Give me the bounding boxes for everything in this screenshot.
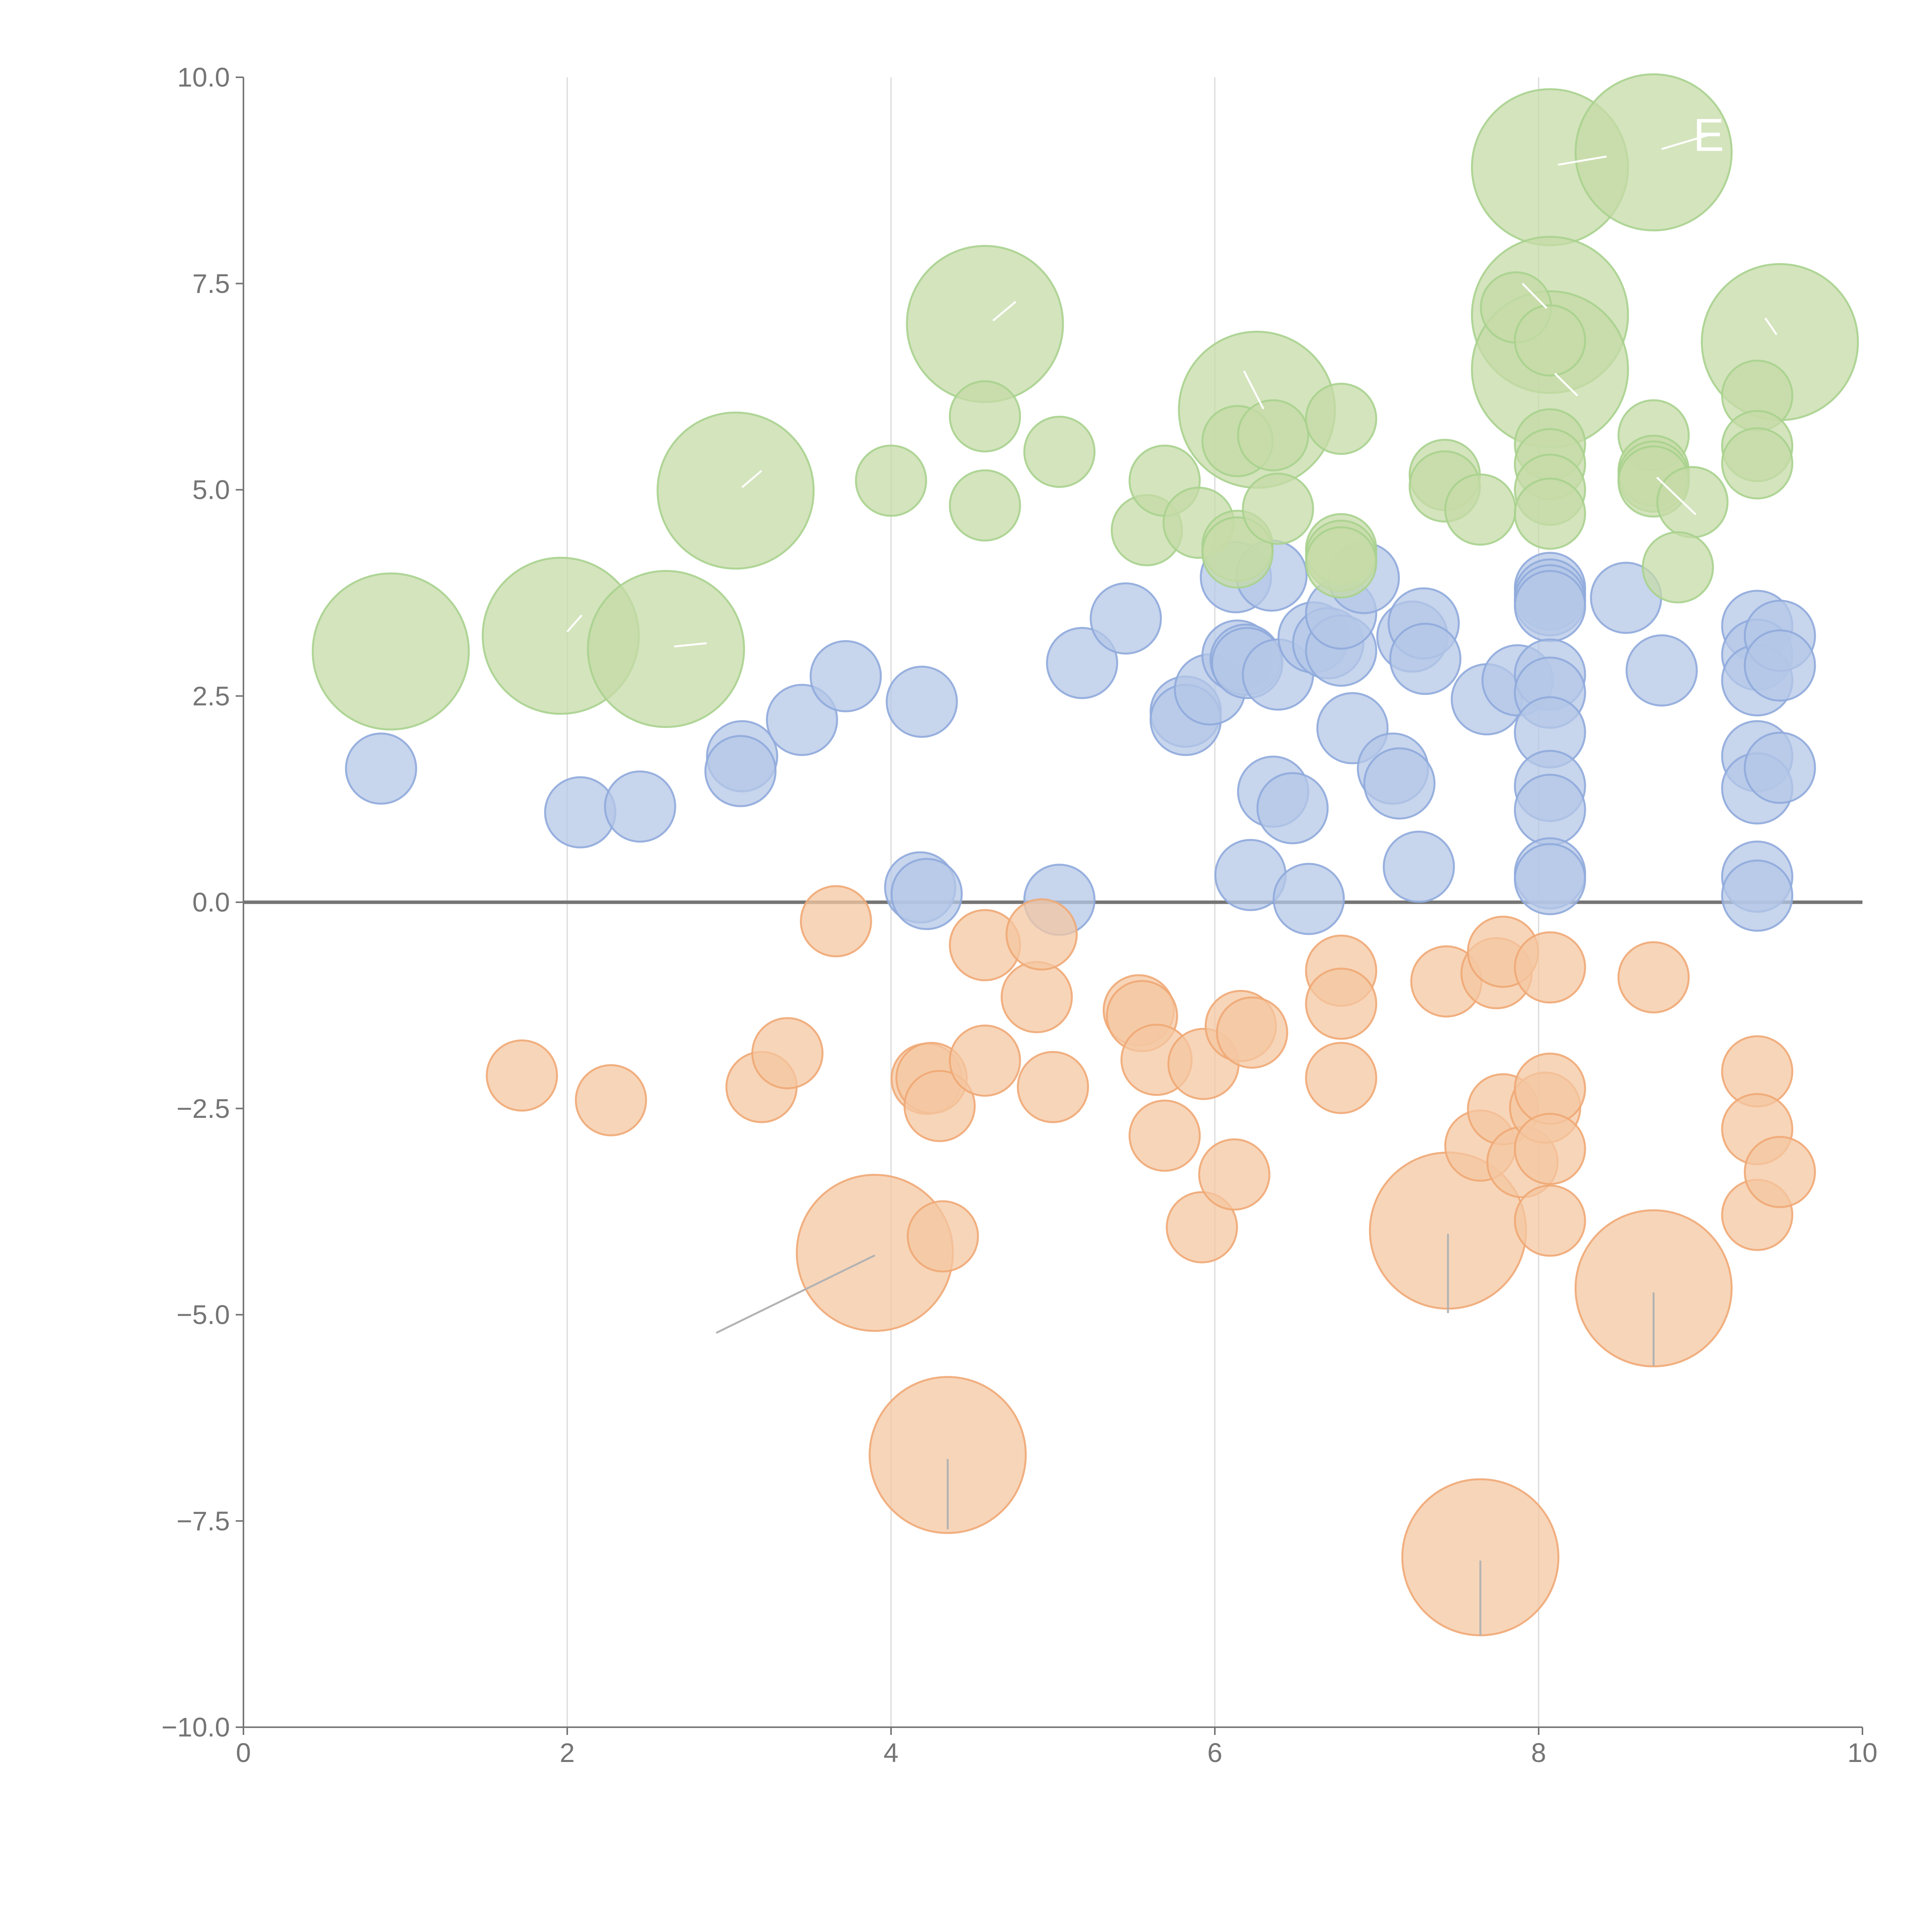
bubble-blue: [604, 770, 676, 843]
bubble-orange: [1514, 1184, 1586, 1257]
bubble-blue: [1743, 629, 1816, 702]
bubble-orange: [575, 1064, 647, 1136]
bubble-orange: [1166, 1191, 1238, 1264]
series-green: [311, 73, 1859, 731]
bubble-green: [1242, 473, 1314, 545]
bubble-green: [1514, 304, 1586, 377]
bubble-green: [1023, 415, 1096, 488]
series-orange: [486, 885, 1816, 1636]
y-tick-label: −5.0: [177, 1300, 230, 1330]
bubble-green: [855, 444, 927, 517]
annotation-label: E: [1693, 109, 1724, 161]
bubble-blue: [1514, 570, 1586, 642]
annotation-leader: [566, 614, 583, 633]
annotation-leader: [1243, 370, 1264, 410]
bubble-orange: [903, 1070, 976, 1142]
annotation-leader: [741, 470, 762, 488]
bubble-orange: [1574, 1209, 1733, 1367]
bubble-green: [1721, 427, 1794, 500]
bubble-blue: [1721, 859, 1794, 932]
bubble-green: [1444, 473, 1517, 546]
bubble-green: [949, 469, 1021, 542]
annotation-leader: [1522, 282, 1548, 309]
bubble-blue: [1514, 774, 1586, 846]
bubble-orange: [1617, 941, 1690, 1014]
annotation-leader: [1558, 155, 1607, 166]
annotation-leader: [1554, 372, 1578, 396]
annotation-leader: [992, 301, 1017, 321]
bubble-blue: [1046, 627, 1118, 699]
bubble-orange: [1005, 898, 1078, 971]
bubble-green: [587, 570, 745, 728]
y-tick-label: −7.5: [177, 1506, 230, 1536]
bubble-orange: [1305, 1042, 1378, 1114]
bubble-green: [1514, 478, 1586, 550]
bubble-blue: [345, 732, 417, 805]
y-tick-label: −10.0: [162, 1712, 230, 1742]
bubble-orange: [1000, 961, 1073, 1033]
x-tick-label: 4: [884, 1738, 899, 1768]
bubble-orange: [1514, 931, 1586, 1004]
x-tick-label: 6: [1208, 1738, 1223, 1768]
x-tick-label: 10: [1847, 1738, 1878, 1768]
bubble-orange: [800, 885, 872, 957]
bubble-blue: [766, 684, 838, 756]
bubble-green: [1641, 531, 1714, 604]
bubble-blue: [1389, 622, 1462, 695]
bubble-blue: [704, 735, 777, 807]
bubble-blue: [1383, 830, 1455, 903]
bubble-orange: [1305, 968, 1378, 1040]
bubble-blue: [810, 640, 882, 713]
bubble-green: [1656, 466, 1729, 538]
bubble-orange: [906, 1200, 979, 1273]
bubble-orange: [486, 1039, 558, 1112]
annotation-leader: [674, 642, 707, 648]
bubble-orange: [1017, 1051, 1089, 1123]
bubble-orange: [949, 1024, 1021, 1097]
bubble-blue: [886, 665, 958, 738]
bubble-blue: [1514, 843, 1586, 915]
bubble-green: [1305, 526, 1378, 599]
annotation-leaders: E: [566, 109, 1777, 1636]
bubble-blue: [1090, 582, 1162, 655]
bubble-orange: [751, 1017, 824, 1090]
bubble-orange: [1514, 1112, 1586, 1185]
y-tick-label: 5.0: [192, 475, 230, 505]
bubble-green: [1237, 399, 1310, 471]
bubble-blue: [1272, 863, 1345, 935]
axes: −10.0 −7.5 −5.0 −2.5 0.0 2.5 5.0 7.5 10.0 0 2 4 6 8 10: [162, 62, 1878, 1768]
bubble-orange: [1198, 1138, 1270, 1211]
bubble-green: [1305, 383, 1378, 455]
y-tick-label: 7.5: [192, 269, 230, 299]
bubble-blue: [1743, 731, 1816, 804]
annotation-leader: [1661, 134, 1709, 150]
y-tick-label: 10.0: [177, 62, 230, 92]
bubble-blue: [1626, 634, 1698, 707]
bubble-series: [311, 73, 1859, 1636]
y-tick-label: 0.0: [192, 887, 230, 917]
bubble-green: [311, 572, 470, 731]
bubble-blue: [1256, 772, 1329, 845]
x-tick-label: 8: [1531, 1738, 1546, 1768]
annotation-leader: [1764, 318, 1777, 335]
x-tick-label: 0: [236, 1738, 251, 1768]
bubble-green: [906, 245, 1064, 403]
annotation-leader: [1656, 476, 1697, 515]
bubble-green: [1574, 73, 1733, 231]
bubble-orange: [1743, 1136, 1816, 1208]
x-tick-label: 2: [560, 1738, 575, 1768]
y-tick-label: 2.5: [192, 681, 230, 711]
bubble-blue: [1363, 747, 1436, 820]
bubble-orange: [1128, 1099, 1201, 1172]
bubble-orange: [869, 1376, 1027, 1534]
bubble-orange: [1216, 996, 1288, 1069]
annotation-leader: [716, 1254, 876, 1334]
bubble-blue: [890, 858, 963, 930]
y-tick-label: −2.5: [177, 1094, 230, 1124]
bubble-green: [656, 412, 815, 570]
series-blue: [345, 539, 1816, 936]
bubble-green: [949, 380, 1021, 452]
